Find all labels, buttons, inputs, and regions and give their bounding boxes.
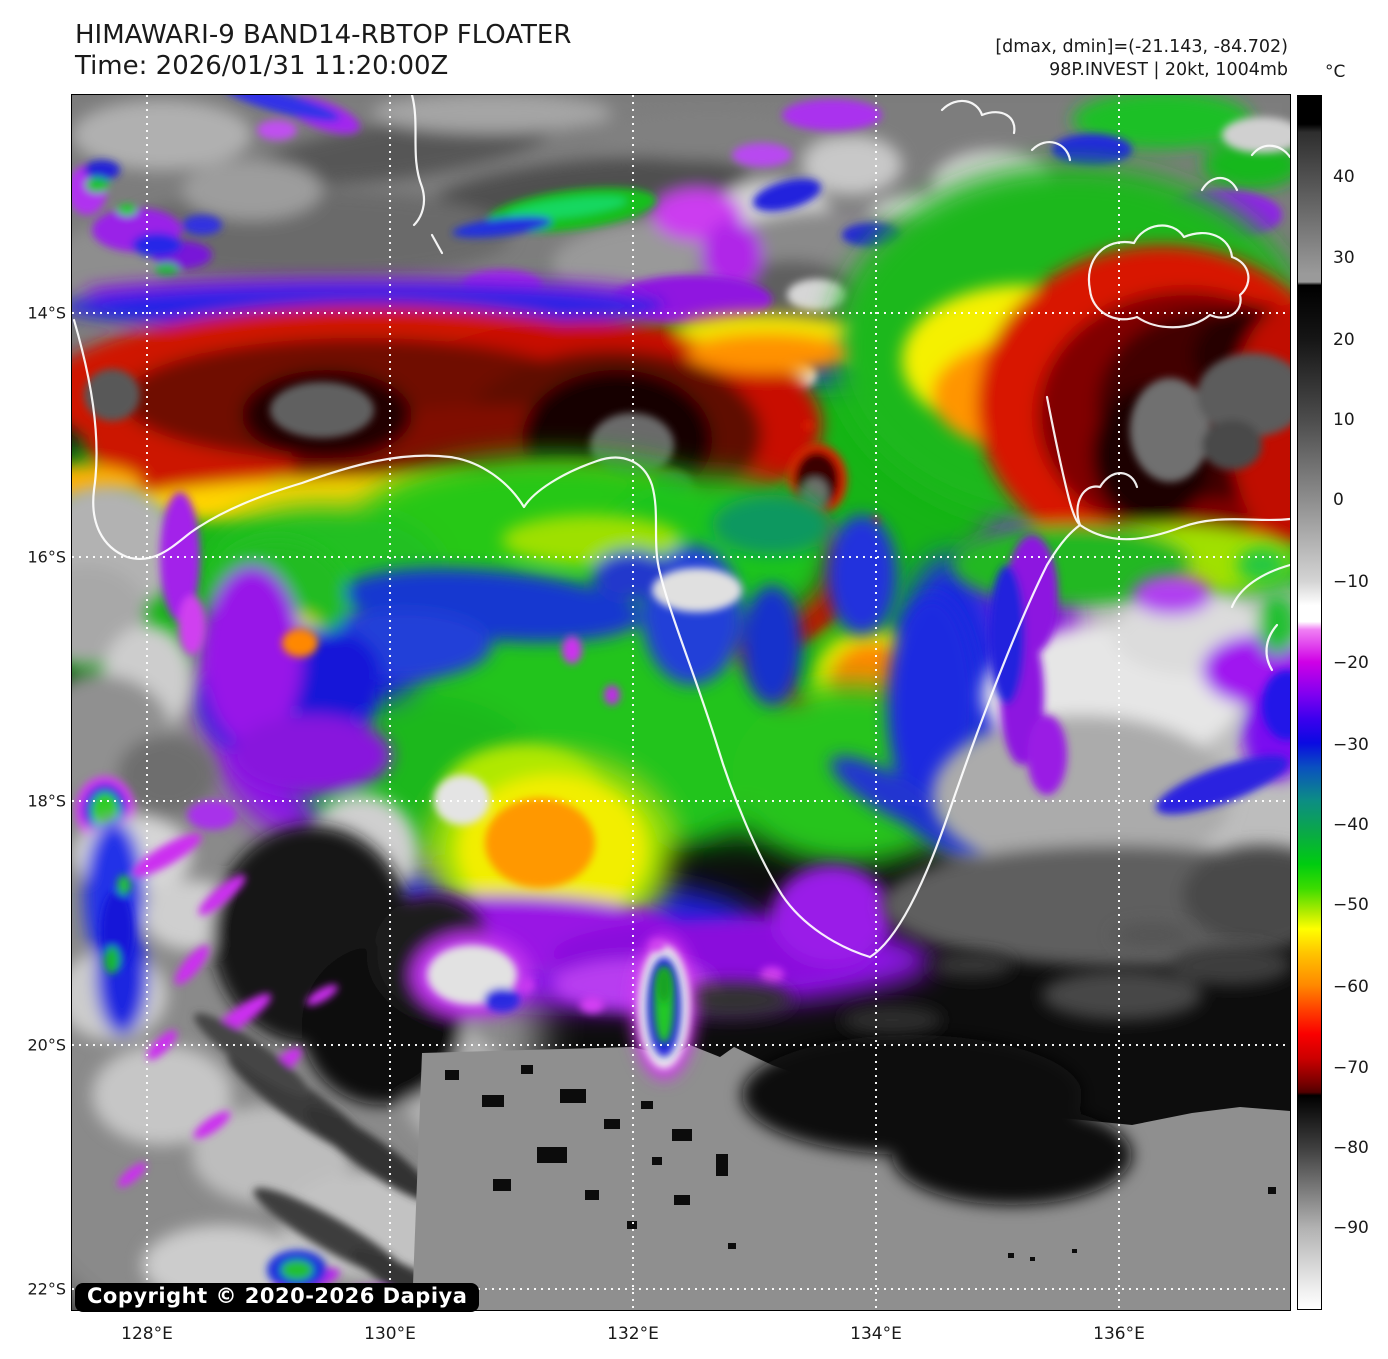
lat-label-22s: 22°S [27, 1279, 66, 1299]
colorbar-tick: 0 [1333, 490, 1344, 510]
coastline-overlay [72, 95, 1290, 959]
lon-label-136e: 136°E [1093, 1324, 1145, 1344]
timestamp: Time: 2026/01/31 11:20:00Z [75, 51, 449, 81]
colorbar-tick: −80 [1333, 1138, 1369, 1158]
copyright-badge: Copyright © 2020-2026 Dapiya [75, 1283, 480, 1312]
colorbar-tick: −20 [1333, 653, 1369, 673]
lat-label-20s: 20°S [27, 1035, 66, 1055]
colorbar-unit-label: °C [1325, 62, 1346, 82]
lat-label-18s: 18°S [27, 791, 66, 811]
colorbar-tick: −40 [1333, 815, 1369, 835]
coastal-storm-cell [632, 935, 696, 1079]
colorbar-tick: −50 [1333, 895, 1369, 915]
colorbar-tick: −10 [1333, 572, 1369, 592]
lat-label-16s: 16°S [27, 547, 66, 567]
satellite-map-frame [71, 94, 1291, 1311]
colorbar-tick: −70 [1333, 1058, 1369, 1078]
colorbar-tick: 20 [1333, 330, 1355, 350]
colorbar-tick: −30 [1333, 735, 1369, 755]
figure-header: HIMAWARI-9 BAND14-RBTOP FLOATER Time: 20… [75, 20, 571, 82]
colorbar-tick: −60 [1333, 977, 1369, 997]
lon-label-132e: 132°E [607, 1324, 659, 1344]
lat-label-14s: 14°S [27, 303, 66, 323]
colorbar-tick: 30 [1333, 248, 1355, 268]
colorbar-tick: 40 [1333, 167, 1355, 187]
colorbar-tick: 10 [1333, 410, 1355, 430]
dmax-dmin-readout: [dmax, dmin]=(-21.143, -84.702) [995, 37, 1288, 57]
page-title: HIMAWARI-9 BAND14-RBTOP FLOATER [75, 20, 572, 50]
satellite-image [72, 95, 1290, 1310]
lon-label-128e: 128°E [121, 1324, 173, 1344]
colorbar-tick: −90 [1333, 1218, 1369, 1238]
lon-label-130e: 130°E [364, 1324, 416, 1344]
figure-annotations: [dmax, dmin]=(-21.143, -84.702) 98P.INVE… [995, 36, 1288, 82]
colorbar-gradient [1297, 95, 1322, 1310]
land-australia [412, 1045, 1290, 1310]
lon-label-134e: 134°E [850, 1324, 902, 1344]
storm-info: 98P.INVEST | 20kt, 1004mb [1049, 60, 1288, 80]
